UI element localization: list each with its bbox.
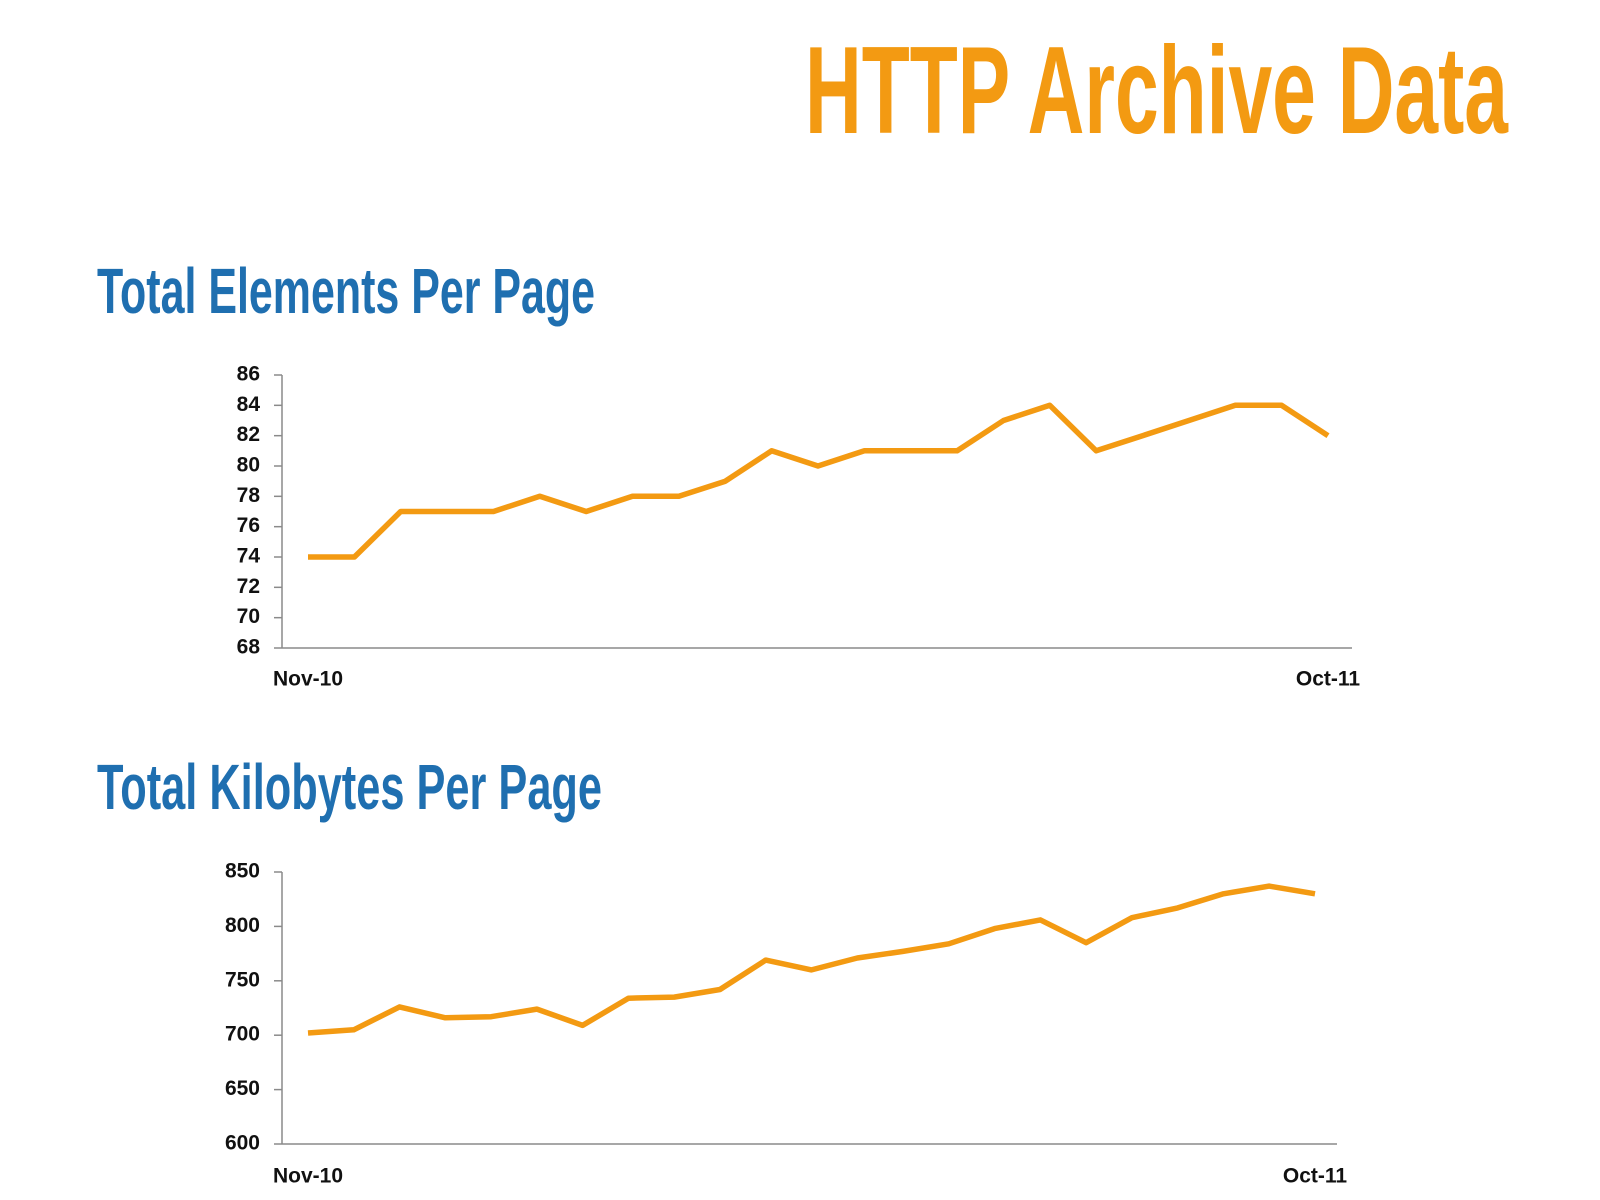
y-tick-label: 86 (237, 363, 260, 386)
x-tick-label: Oct-11 (1283, 1165, 1348, 1188)
y-tick-label: 800 (225, 914, 260, 937)
slide-title: HTTP Archive Data (805, 22, 1509, 160)
x-tick-label: Nov-10 (273, 668, 343, 691)
y-tick-label: 78 (237, 484, 261, 507)
data-line (308, 402, 1330, 560)
chart-title: Total Kilobytes Per Page (97, 751, 602, 823)
y-tick-label: 82 (237, 423, 260, 446)
y-tick-label: 650 (225, 1077, 260, 1100)
y-tick-label: 74 (237, 545, 261, 568)
y-tick-label: 700 (225, 1023, 260, 1046)
y-tick-label: 70 (237, 605, 260, 628)
data-line (307, 883, 1316, 1036)
y-tick-label: 750 (225, 968, 260, 991)
y-tick-label: 84 (237, 393, 261, 416)
y-tick-label: 600 (225, 1132, 260, 1155)
y-tick-label: 80 (237, 454, 260, 477)
y-tick-label: 68 (237, 636, 261, 659)
x-tick-label: Nov-10 (273, 1165, 343, 1188)
y-tick-label: 76 (237, 514, 260, 537)
y-tick-label: 72 (237, 575, 260, 598)
y-tick-label: 850 (225, 860, 260, 883)
chart-title: Total Elements Per Page (97, 255, 595, 327)
x-tick-label: Oct-11 (1296, 668, 1361, 691)
